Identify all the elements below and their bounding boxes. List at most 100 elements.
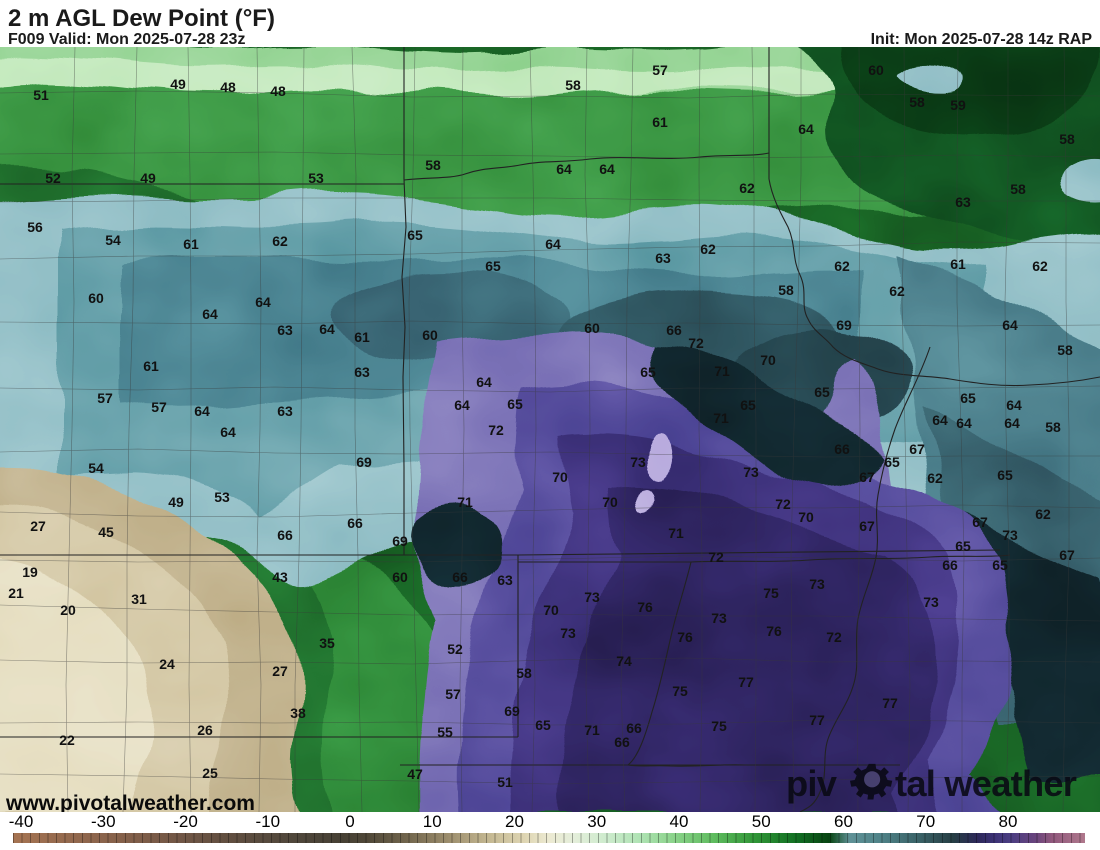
svg-text:52: 52 [45,170,61,186]
svg-text:63: 63 [497,572,513,588]
svg-text:57: 57 [652,62,668,78]
svg-text:60: 60 [868,62,884,78]
svg-text:69: 69 [504,703,520,719]
svg-text:64: 64 [932,412,948,428]
svg-text:58: 58 [1010,181,1026,197]
svg-text:72: 72 [775,496,791,512]
svg-text:60: 60 [584,320,600,336]
svg-text:66: 66 [277,527,293,543]
svg-text:67: 67 [909,441,925,457]
svg-text:48: 48 [220,79,236,95]
svg-text:75: 75 [763,585,779,601]
svg-text:22: 22 [59,732,75,748]
svg-text:61: 61 [652,114,668,130]
svg-text:67: 67 [972,514,988,530]
svg-text:74: 74 [616,653,632,669]
svg-text:65: 65 [640,364,656,380]
svg-text:61: 61 [354,329,370,345]
svg-text:60: 60 [422,327,438,343]
svg-text:64: 64 [1006,397,1022,413]
svg-text:49: 49 [140,170,156,186]
svg-text:tal weather: tal weather [895,763,1077,804]
svg-text:62: 62 [889,283,905,299]
svg-text:65: 65 [507,396,523,412]
svg-text:27: 27 [30,518,46,534]
svg-text:64: 64 [476,374,492,390]
svg-text:64: 64 [599,161,615,177]
svg-text:58: 58 [1045,419,1061,435]
svg-text:24: 24 [159,656,175,672]
svg-text:73: 73 [1002,527,1018,543]
svg-text:66: 66 [942,557,958,573]
svg-text:56: 56 [27,219,43,235]
svg-text:49: 49 [170,76,186,92]
svg-text:58: 58 [565,77,581,93]
svg-text:64: 64 [319,321,335,337]
svg-text:55: 55 [437,724,453,740]
svg-text:54: 54 [88,460,104,476]
svg-text:58: 58 [778,282,794,298]
svg-text:77: 77 [809,712,825,728]
svg-text:76: 76 [677,629,693,645]
svg-text:31: 31 [131,591,147,607]
svg-text:77: 77 [882,695,898,711]
svg-text:64: 64 [1004,415,1020,431]
svg-text:77: 77 [738,674,754,690]
svg-text:64: 64 [194,403,210,419]
svg-text:69: 69 [356,454,372,470]
svg-text:19: 19 [22,564,38,580]
svg-text:35: 35 [319,635,335,651]
svg-text:72: 72 [688,335,704,351]
svg-text:76: 76 [766,623,782,639]
svg-text:72: 72 [488,422,504,438]
svg-text:75: 75 [672,683,688,699]
svg-text:63: 63 [277,322,293,338]
svg-text:64: 64 [545,236,561,252]
svg-text:65: 65 [814,384,830,400]
svg-text:62: 62 [834,258,850,274]
svg-text:65: 65 [955,538,971,554]
svg-text:73: 73 [584,589,600,605]
svg-text:48: 48 [270,83,286,99]
svg-text:57: 57 [151,399,167,415]
svg-text:71: 71 [457,494,473,510]
svg-text:65: 65 [740,397,756,413]
svg-text:64: 64 [556,161,572,177]
svg-text:51: 51 [497,774,513,790]
svg-text:62: 62 [272,233,288,249]
svg-text:54: 54 [105,232,121,248]
svg-text:58: 58 [1057,342,1073,358]
svg-text:60: 60 [88,290,104,306]
svg-text:66: 66 [614,734,630,750]
svg-text:62: 62 [927,470,943,486]
svg-text:65: 65 [535,717,551,733]
svg-text:58: 58 [425,157,441,173]
svg-text:51: 51 [33,87,49,103]
svg-text:62: 62 [700,241,716,257]
svg-text:49: 49 [168,494,184,510]
svg-text:73: 73 [711,610,727,626]
svg-text:61: 61 [950,256,966,272]
svg-text:26: 26 [197,722,213,738]
svg-text:63: 63 [955,194,971,210]
svg-text:piv: piv [786,763,838,804]
svg-text:65: 65 [992,557,1008,573]
svg-text:71: 71 [584,722,600,738]
svg-text:63: 63 [354,364,370,380]
svg-text:47: 47 [407,766,423,782]
svg-text:70: 70 [798,509,814,525]
svg-text:58: 58 [516,665,532,681]
svg-text:66: 66 [666,322,682,338]
svg-text:21: 21 [8,585,24,601]
svg-text:64: 64 [454,397,470,413]
svg-text:57: 57 [445,686,461,702]
svg-text:66: 66 [452,569,468,585]
svg-text:64: 64 [220,424,236,440]
svg-text:20: 20 [60,602,76,618]
svg-text:73: 73 [560,625,576,641]
svg-text:63: 63 [277,403,293,419]
svg-text:71: 71 [714,363,730,379]
svg-text:73: 73 [630,454,646,470]
svg-text:59: 59 [950,97,966,113]
svg-text:67: 67 [859,518,875,534]
